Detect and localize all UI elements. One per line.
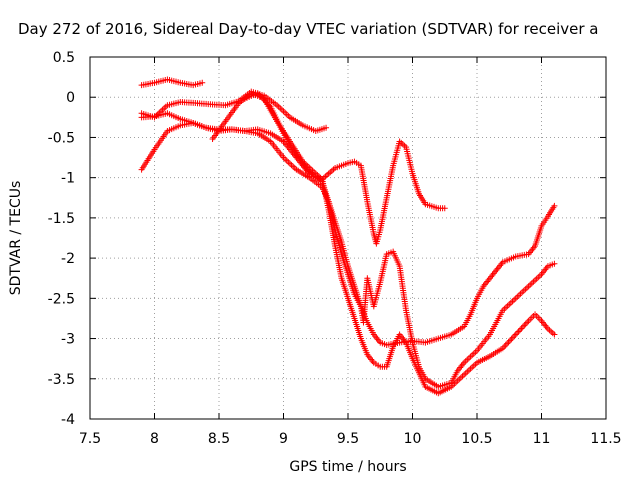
data-point — [512, 331, 519, 338]
x-tick-label: 10 — [404, 431, 422, 447]
y-tick-label: -3.5 — [48, 372, 75, 388]
x-tick-label: 9 — [279, 431, 288, 447]
y-tick-label: -2.5 — [48, 291, 75, 307]
y-tick-label: -1.5 — [48, 211, 75, 227]
data-point — [515, 328, 522, 335]
tick-layer: 7.5 8 8.5 9 9.5 10 10.5 11 11.5 0.5 0 -0.5 -1 -1.5 -2 -… — [48, 50, 622, 447]
x-tick-label: 10.5 — [461, 431, 492, 447]
mark-layer — [138, 76, 558, 397]
data-point — [524, 319, 531, 326]
y-tick-label: -4 — [61, 412, 75, 428]
series-series-1 — [138, 76, 206, 89]
y-axis-label: SDTVAR / TECUs — [8, 181, 24, 296]
data-point — [506, 337, 513, 344]
data-point — [501, 343, 508, 350]
series-series-3 — [138, 110, 448, 247]
y-tick-label: -0.5 — [48, 130, 75, 146]
y-tick-label: -1 — [61, 171, 75, 187]
y-tick-label: 0 — [66, 90, 75, 106]
y-tick-label: -3 — [61, 332, 75, 348]
data-point — [323, 124, 330, 131]
data-point — [551, 202, 558, 209]
data-point — [504, 340, 511, 347]
data-point — [519, 323, 526, 330]
data-point — [514, 330, 521, 337]
data-point — [511, 333, 518, 340]
chart-title: Day 272 of 2016, Sidereal Day-to-day VTE… — [18, 20, 599, 38]
x-tick-label: 7.5 — [79, 431, 101, 447]
data-point — [508, 336, 515, 343]
x-tick-label: 8 — [150, 431, 159, 447]
data-point — [518, 325, 525, 332]
y-tick-label: -2 — [61, 251, 75, 267]
y-tick-label: 0.5 — [53, 50, 75, 66]
grid-layer — [90, 57, 606, 419]
x-tick-label: 9.5 — [337, 431, 359, 447]
x-tick-label: 11 — [533, 431, 551, 447]
data-point — [199, 79, 206, 86]
data-point — [551, 260, 558, 267]
series-series-6 — [241, 90, 558, 390]
data-point — [505, 339, 512, 346]
data-point — [502, 342, 509, 349]
data-point — [551, 331, 558, 338]
data-point — [441, 205, 448, 212]
x-tick-label: 11.5 — [590, 431, 621, 447]
data-point — [509, 334, 516, 341]
data-point — [517, 326, 523, 333]
data-point — [521, 322, 528, 329]
data-point — [522, 320, 529, 327]
x-axis-label: GPS time / hours — [289, 459, 406, 475]
x-tick-label: 8.5 — [208, 431, 230, 447]
